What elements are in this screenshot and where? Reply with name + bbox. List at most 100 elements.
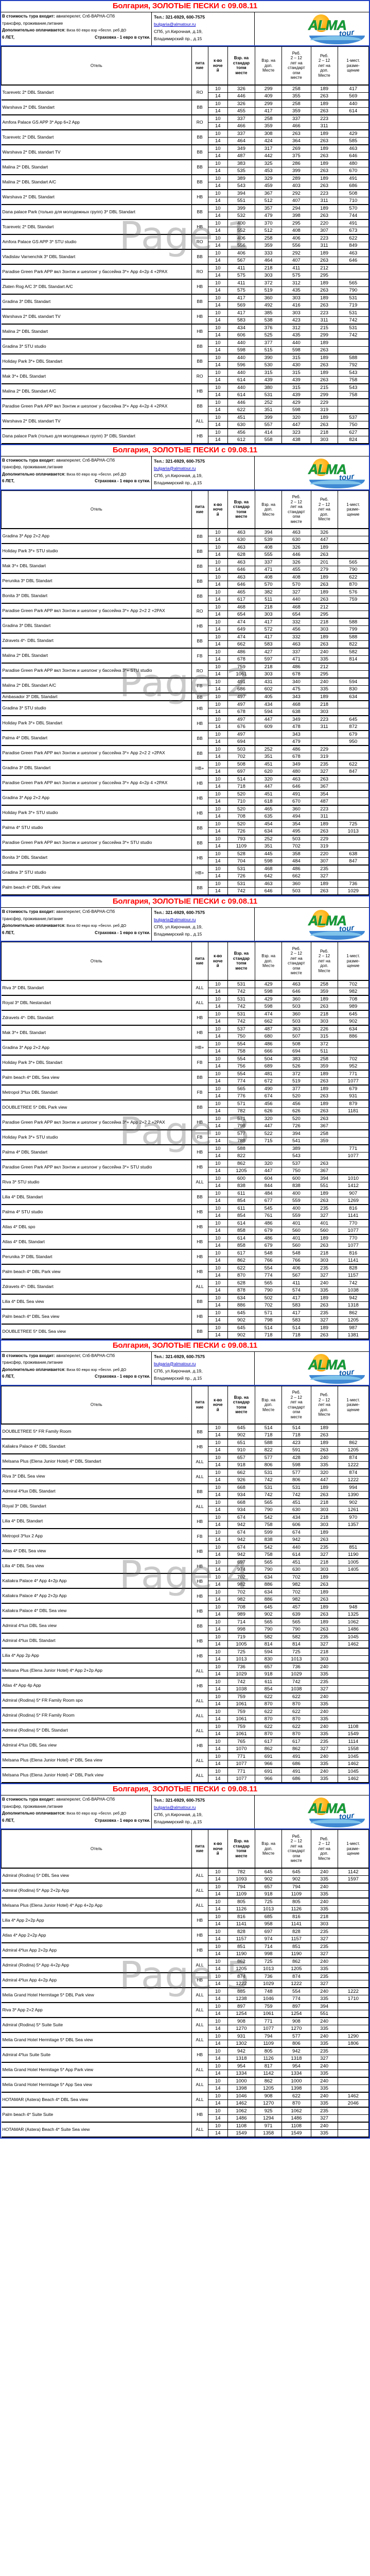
email-link[interactable]: bulgaria@almatour.ru bbox=[154, 1805, 196, 1810]
cell-hotel-name: Paradise Green Park APP вкл Зонтик и шез… bbox=[1, 775, 192, 791]
cell-hotel-name: Tcarevetc 2* DBL Standart bbox=[1, 218, 192, 235]
cell-single: 686 bbox=[337, 181, 369, 190]
table-row: Admiral (Rodina) 5* FR Family Room spo AL… bbox=[1, 1692, 369, 1708]
cell-adult-extra: 303 bbox=[255, 611, 283, 619]
cell-child-extra: 223 bbox=[310, 114, 338, 123]
cell-adult-extra: 1109 bbox=[255, 2039, 283, 2048]
cell-nights: 14 bbox=[207, 2039, 228, 2048]
cell-single: 1062 bbox=[337, 1618, 369, 1626]
cell-nights: 10 bbox=[207, 603, 228, 611]
cell-single: 828 bbox=[337, 1263, 369, 1272]
cell-child-std: 1141 bbox=[281, 1920, 311, 1928]
cell-child-std: 258 bbox=[281, 84, 311, 93]
cell-nights: 10 bbox=[207, 1573, 228, 1581]
cell-meal-plan: ALL bbox=[191, 1278, 208, 1295]
cell-meal-plan: ALL bbox=[191, 1767, 208, 1783]
cell-nights: 14 bbox=[207, 196, 228, 205]
info-block: В стоимость тура входит: авиаперелет, Сп… bbox=[1, 456, 369, 490]
cell-single: 872 bbox=[337, 723, 369, 731]
cell-adult-std: 1061 bbox=[227, 670, 256, 679]
cell-adult-std: 497 bbox=[227, 692, 256, 701]
cell-adult-std: 446 bbox=[227, 398, 256, 406]
cell-single: 1462 bbox=[337, 1760, 369, 1768]
cell-single: 1005 bbox=[337, 1558, 369, 1566]
cell-child-extra: 263 bbox=[310, 346, 338, 354]
cell-child-extra bbox=[310, 1144, 338, 1153]
cell-adult-std: 982 bbox=[227, 1596, 256, 1604]
cell-child-extra: 235 bbox=[310, 2106, 338, 2115]
cell-child-extra: 263 bbox=[310, 151, 338, 160]
cell-child-extra: 367 bbox=[310, 1122, 338, 1130]
cell-adult-extra: 554 bbox=[255, 1263, 283, 1272]
cell-single: 874 bbox=[337, 1468, 369, 1477]
cell-child-std: 626 bbox=[281, 1107, 311, 1115]
cell-nights: 14 bbox=[207, 723, 228, 731]
cell-nights: 10 bbox=[207, 1942, 228, 1951]
cell-adult-extra: 1077 bbox=[255, 2024, 283, 2033]
cell-adult-std: 902 bbox=[227, 1316, 256, 1325]
cell-nights: 10 bbox=[207, 129, 228, 138]
cell-adult-std: 816 bbox=[227, 1912, 256, 1921]
cell-meal-plan: HB bbox=[191, 1543, 208, 1559]
col-header-food: пита ние bbox=[191, 490, 208, 529]
cell-nights: 10 bbox=[207, 1438, 228, 1447]
cell-adult-std: 383 bbox=[227, 159, 256, 167]
cell-meal-plan: HB bbox=[191, 2046, 208, 2063]
cell-hotel-name: DOUBLETREE 5* DBL Park view bbox=[1, 1099, 192, 1115]
cell-meal-plan: ALL bbox=[191, 1987, 208, 2003]
cell-child-extra: 327 bbox=[310, 872, 338, 880]
cell-nights: 10 bbox=[207, 413, 228, 421]
cell-child-std: 575 bbox=[281, 271, 311, 280]
cell-meal-plan: ALL bbox=[191, 1663, 208, 1679]
cell-adult-extra: 817 bbox=[255, 2061, 283, 2070]
cell-child-extra: 189 bbox=[310, 994, 338, 1003]
cell-nights: 14 bbox=[207, 857, 228, 866]
cell-single bbox=[337, 1964, 369, 1973]
cell-child-std: 503 bbox=[281, 835, 311, 843]
cell-adult-extra: 464 bbox=[255, 256, 283, 265]
cell-adult-std: 600 bbox=[227, 1174, 256, 1182]
cell-meal-plan: BB bbox=[191, 1069, 208, 1086]
email-link[interactable]: bulgaria@almatour.ru bbox=[154, 1361, 196, 1366]
cell-single: 429 bbox=[337, 129, 369, 138]
cell-adult-extra: 1205 bbox=[255, 2084, 283, 2093]
cell-child-extra: 240 bbox=[310, 1278, 338, 1287]
logo-brand-text: ALMA bbox=[308, 913, 347, 929]
cell-child-extra: 551 bbox=[310, 1181, 338, 1190]
cell-child-extra: 372 bbox=[310, 1039, 338, 1048]
email-link[interactable]: bulgaria@almatour.ru bbox=[154, 917, 196, 922]
doc-title: Болгария, ЗОЛОТЫЕ ПЕСКИ bbox=[112, 2, 219, 10]
cell-meal-plan: HB+ bbox=[191, 1039, 208, 1056]
cell-meal-plan: BB bbox=[191, 745, 208, 761]
cell-child-std: 494 bbox=[281, 812, 311, 821]
cell-child-std: 360 bbox=[281, 1009, 311, 1018]
cell-hotel-name: Gradina 3* DBL Standart bbox=[1, 760, 192, 776]
cell-single: 1045 bbox=[337, 1752, 369, 1760]
cell-adult-extra: 672 bbox=[255, 1077, 283, 1086]
cell-single: 758 bbox=[337, 376, 369, 384]
cell-single: 1038 bbox=[337, 1286, 369, 1295]
cell-adult-extra: 1126 bbox=[255, 2054, 283, 2063]
cell-single bbox=[337, 1692, 369, 1701]
cell-child-std: 702 bbox=[281, 842, 311, 851]
cell-child-extra: 240 bbox=[310, 1987, 338, 1995]
cell-nights: 14 bbox=[207, 1596, 228, 1604]
cell-meal-plan: HB bbox=[191, 1677, 208, 1693]
cell-child-extra: 240 bbox=[310, 2031, 338, 2040]
email-link[interactable]: bulgaria@almatour.ru bbox=[154, 22, 196, 27]
cell-meal-plan: ALL bbox=[191, 1174, 208, 1190]
cell-child-std: 742 bbox=[281, 1491, 311, 1499]
cell-single: 582 bbox=[337, 648, 369, 656]
email-link[interactable]: bulgaria@almatour.ru bbox=[154, 465, 196, 471]
cell-meal-plan: ALL bbox=[191, 1498, 208, 1514]
cell-adult-std: 854 bbox=[227, 1211, 256, 1220]
cell-child-std: 662 bbox=[281, 872, 311, 880]
cell-adult-std: 1157 bbox=[227, 1935, 256, 1943]
cell-child-extra bbox=[310, 1151, 338, 1160]
cell-child-extra: 240 bbox=[310, 1453, 338, 1462]
cell-child-std: 1398 bbox=[281, 2084, 311, 2093]
table-row: Holiday Park 3*+ STU studio BB 10 463 408 326… bbox=[1, 543, 369, 559]
cell-child-extra: 240 bbox=[310, 1692, 338, 1701]
cell-adult-extra: 771 bbox=[255, 2016, 283, 2025]
cell-nights: 14 bbox=[207, 1920, 228, 1928]
